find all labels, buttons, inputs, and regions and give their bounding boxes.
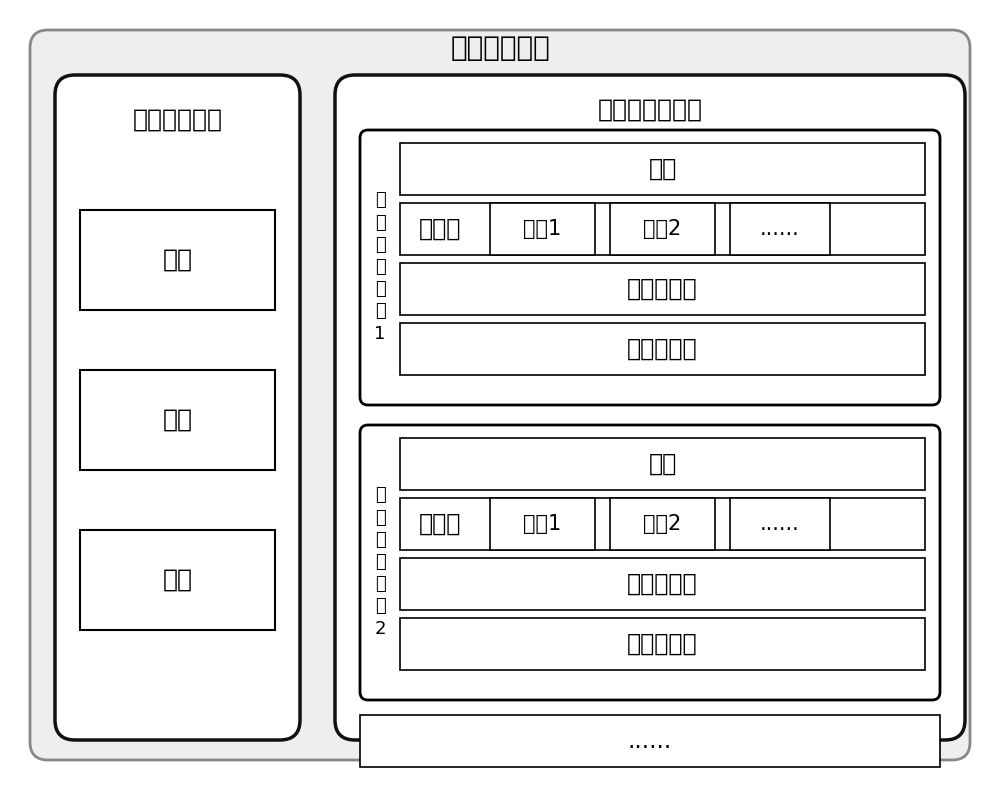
Bar: [400, 558, 925, 610]
Bar: [400, 143, 925, 195]
Text: 被测单元模型: 被测单元模型: [450, 34, 550, 62]
Text: 被
测
单
元
功
能
2: 被 测 单 元 功 能 2: [374, 486, 386, 638]
Bar: [80, 370, 275, 470]
Bar: [400, 323, 925, 375]
Text: 随机返回值: 随机返回值: [627, 632, 698, 656]
FancyBboxPatch shape: [30, 30, 970, 760]
Text: ......: ......: [628, 729, 672, 753]
Bar: [730, 498, 830, 550]
Text: 被测单元信息: 被测单元信息: [133, 108, 223, 132]
FancyBboxPatch shape: [360, 425, 940, 700]
Text: 正确返回值: 正确返回值: [627, 277, 698, 301]
Text: 随机返回值: 随机返回值: [627, 337, 698, 361]
FancyBboxPatch shape: [335, 75, 965, 740]
Text: 参数1: 参数1: [523, 219, 562, 239]
Bar: [490, 498, 595, 550]
Text: 被
测
单
元
功
能
1: 被 测 单 元 功 能 1: [374, 191, 386, 343]
Text: ......: ......: [760, 219, 800, 239]
FancyBboxPatch shape: [360, 130, 940, 405]
Bar: [400, 203, 925, 255]
Bar: [400, 438, 925, 490]
FancyBboxPatch shape: [55, 75, 300, 740]
Bar: [490, 203, 595, 255]
Bar: [80, 530, 275, 630]
Text: ......: ......: [760, 514, 800, 534]
Text: 版本: 版本: [162, 248, 192, 272]
Bar: [400, 263, 925, 315]
Text: 参数集: 参数集: [419, 512, 461, 536]
Bar: [80, 210, 275, 310]
Bar: [730, 203, 830, 255]
Text: 指令: 指令: [648, 157, 677, 181]
Text: 正确返回值: 正确返回值: [627, 572, 698, 596]
Bar: [400, 498, 925, 550]
Text: 接口: 接口: [162, 568, 192, 592]
Bar: [610, 203, 715, 255]
Bar: [400, 618, 925, 670]
Bar: [360, 715, 940, 767]
Text: 图标: 图标: [162, 408, 192, 432]
Text: 参数2: 参数2: [643, 514, 682, 534]
Text: 参数集: 参数集: [419, 217, 461, 241]
Text: 参数1: 参数1: [523, 514, 562, 534]
Text: 指令: 指令: [648, 452, 677, 476]
Text: 被测单元功能集: 被测单元功能集: [598, 98, 702, 122]
Bar: [610, 498, 715, 550]
Text: 参数2: 参数2: [643, 219, 682, 239]
